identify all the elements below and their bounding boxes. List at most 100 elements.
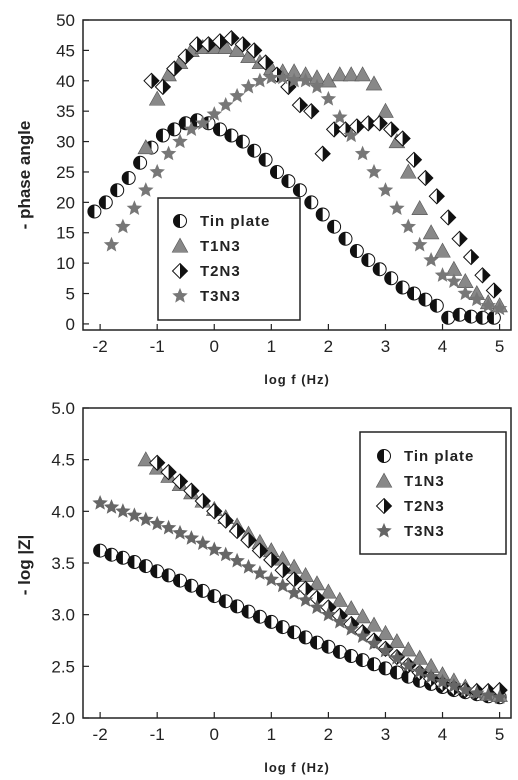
- phase-point-t2n3: [325, 121, 343, 138]
- phase-point-t3n3: [286, 72, 302, 88]
- phase-point-t3n3: [469, 291, 485, 307]
- phase-point-t3n3: [400, 218, 417, 234]
- impedance-point-t2n3: [149, 454, 166, 471]
- impedance-legend-marker-3: [376, 522, 392, 538]
- impedance-point-t3n3: [343, 620, 359, 636]
- impedance-point-t2n3: [274, 562, 291, 579]
- phase-point-t3n3: [240, 78, 257, 94]
- impedance-legend-label-3: T3N3: [404, 523, 445, 540]
- phase-marks: [87, 30, 508, 325]
- phase-point-t3n3: [115, 218, 131, 234]
- phase-point-tin-plate: [429, 298, 444, 313]
- impedance-point-t2n3: [251, 542, 269, 559]
- phase-point-t3n3: [217, 96, 234, 112]
- impedance-point-t3n3: [332, 613, 348, 629]
- phase-point-t3n3: [332, 109, 348, 124]
- phase-legend-label-3: T3N3: [200, 288, 241, 305]
- impedance-point-t2n3: [263, 551, 280, 569]
- impedance-x-tick-label: 2: [324, 725, 333, 744]
- phase-point-t3n3: [480, 297, 496, 313]
- phase-point-t2n3: [143, 72, 160, 89]
- phase-plot-frame: [82, 19, 512, 331]
- phase-point-t2n3: [166, 60, 183, 77]
- phase-point-t3n3: [446, 273, 462, 288]
- impedance-point-t3n3: [366, 635, 382, 651]
- impedance-point-t3n3: [183, 530, 200, 545]
- phase-x-tick-label: 5: [495, 337, 504, 356]
- phase-point-tin-plate: [247, 143, 262, 158]
- phase-point-tin-plate: [178, 116, 193, 131]
- phase-point-t1n3: [137, 139, 155, 155]
- phase-point-t3n3: [423, 251, 439, 267]
- phase-point-t2n3: [371, 115, 388, 132]
- phase-y-tick-label: 25: [56, 163, 75, 182]
- phase-point-t3n3: [138, 182, 154, 197]
- impedance-y-tick-label: 4.5: [51, 451, 75, 470]
- impedance-point-t2n3: [217, 512, 234, 529]
- phase-point-tin-plate: [395, 280, 410, 295]
- phase-point-tin-plate: [372, 262, 387, 277]
- impedance-y-tick-label: 2.0: [51, 709, 75, 728]
- impedance-point-t3n3: [389, 649, 405, 665]
- phase-point-t2n3: [428, 188, 445, 205]
- phase-y-tick-label: 35: [56, 102, 75, 121]
- impedance-point-t3n3: [206, 541, 223, 557]
- phase-y-tick-label: 50: [56, 11, 75, 30]
- impedance-point-t3n3: [491, 689, 508, 704]
- impedance-point-t2n3: [194, 492, 211, 510]
- phase-point-tin-plate: [167, 122, 182, 137]
- impedance-legend-label-2: T2N3: [404, 498, 445, 515]
- phase-point-tin-plate: [384, 271, 399, 286]
- impedance-point-tin-plate: [344, 649, 359, 663]
- phase-point-t1n3: [377, 102, 394, 118]
- phase-point-t3n3: [366, 163, 382, 179]
- phase-point-tin-plate: [292, 183, 307, 198]
- phase-point-tin-plate: [338, 231, 353, 246]
- impedance-point-tin-plate: [310, 635, 324, 650]
- impedance-point-t3n3: [160, 519, 177, 535]
- impedance-x-axis-label: log f (Hz): [264, 760, 330, 775]
- impedance-point-t3n3: [263, 571, 280, 587]
- phase-point-t3n3: [160, 145, 177, 161]
- phase-x-tick-label: -2: [93, 337, 108, 356]
- phase-point-t2n3: [417, 169, 434, 187]
- phase-point-tin-plate: [235, 134, 250, 149]
- phase-point-tin-plate: [133, 155, 148, 170]
- impedance-point-tin-plate: [252, 609, 267, 624]
- phase-y-axis-label: - phase angle: [15, 121, 34, 230]
- phase-point-t3n3: [434, 267, 451, 282]
- impedance-point-t3n3: [229, 552, 245, 568]
- impedance-point-tin-plate: [241, 604, 256, 619]
- phase-point-t3n3: [206, 106, 223, 121]
- phase-point-t2n3: [462, 248, 480, 266]
- phase-point-t2n3: [223, 30, 240, 47]
- phase-point-t2n3: [303, 103, 320, 120]
- phase-point-t1n3: [411, 199, 429, 215]
- impedance-point-tin-plate: [412, 673, 427, 688]
- phase-point-tin-plate: [213, 122, 227, 137]
- phase-point-tin-plate: [304, 195, 319, 210]
- impedance-point-tin-plate: [367, 657, 381, 672]
- impedance-point-t3n3: [240, 558, 257, 574]
- phase-point-t1n3: [422, 224, 440, 240]
- phase-point-t1n3: [148, 90, 166, 106]
- phase-point-t3n3: [320, 90, 337, 106]
- impedance-point-tin-plate: [161, 568, 176, 583]
- phase-point-t3n3: [389, 200, 405, 215]
- phase-point-t1n3: [331, 66, 349, 82]
- impedance-point-t1n3: [399, 641, 417, 657]
- phase-point-tin-plate: [98, 195, 113, 210]
- impedance-point-tin-plate: [230, 599, 245, 614]
- impedance-legend-label-0: Tin plate: [404, 448, 474, 465]
- impedance-point-t3n3: [149, 515, 165, 531]
- impedance-point-t2n3: [171, 473, 189, 490]
- phase-point-t2n3: [485, 282, 503, 299]
- impedance-point-tin-plate: [389, 665, 404, 680]
- impedance-point-t3n3: [309, 599, 325, 614]
- impedance-point-t2n3: [308, 589, 326, 607]
- phase-point-tin-plate: [281, 174, 296, 189]
- impedance-point-tin-plate: [321, 639, 336, 654]
- phase-y-tick-label: 40: [56, 72, 75, 91]
